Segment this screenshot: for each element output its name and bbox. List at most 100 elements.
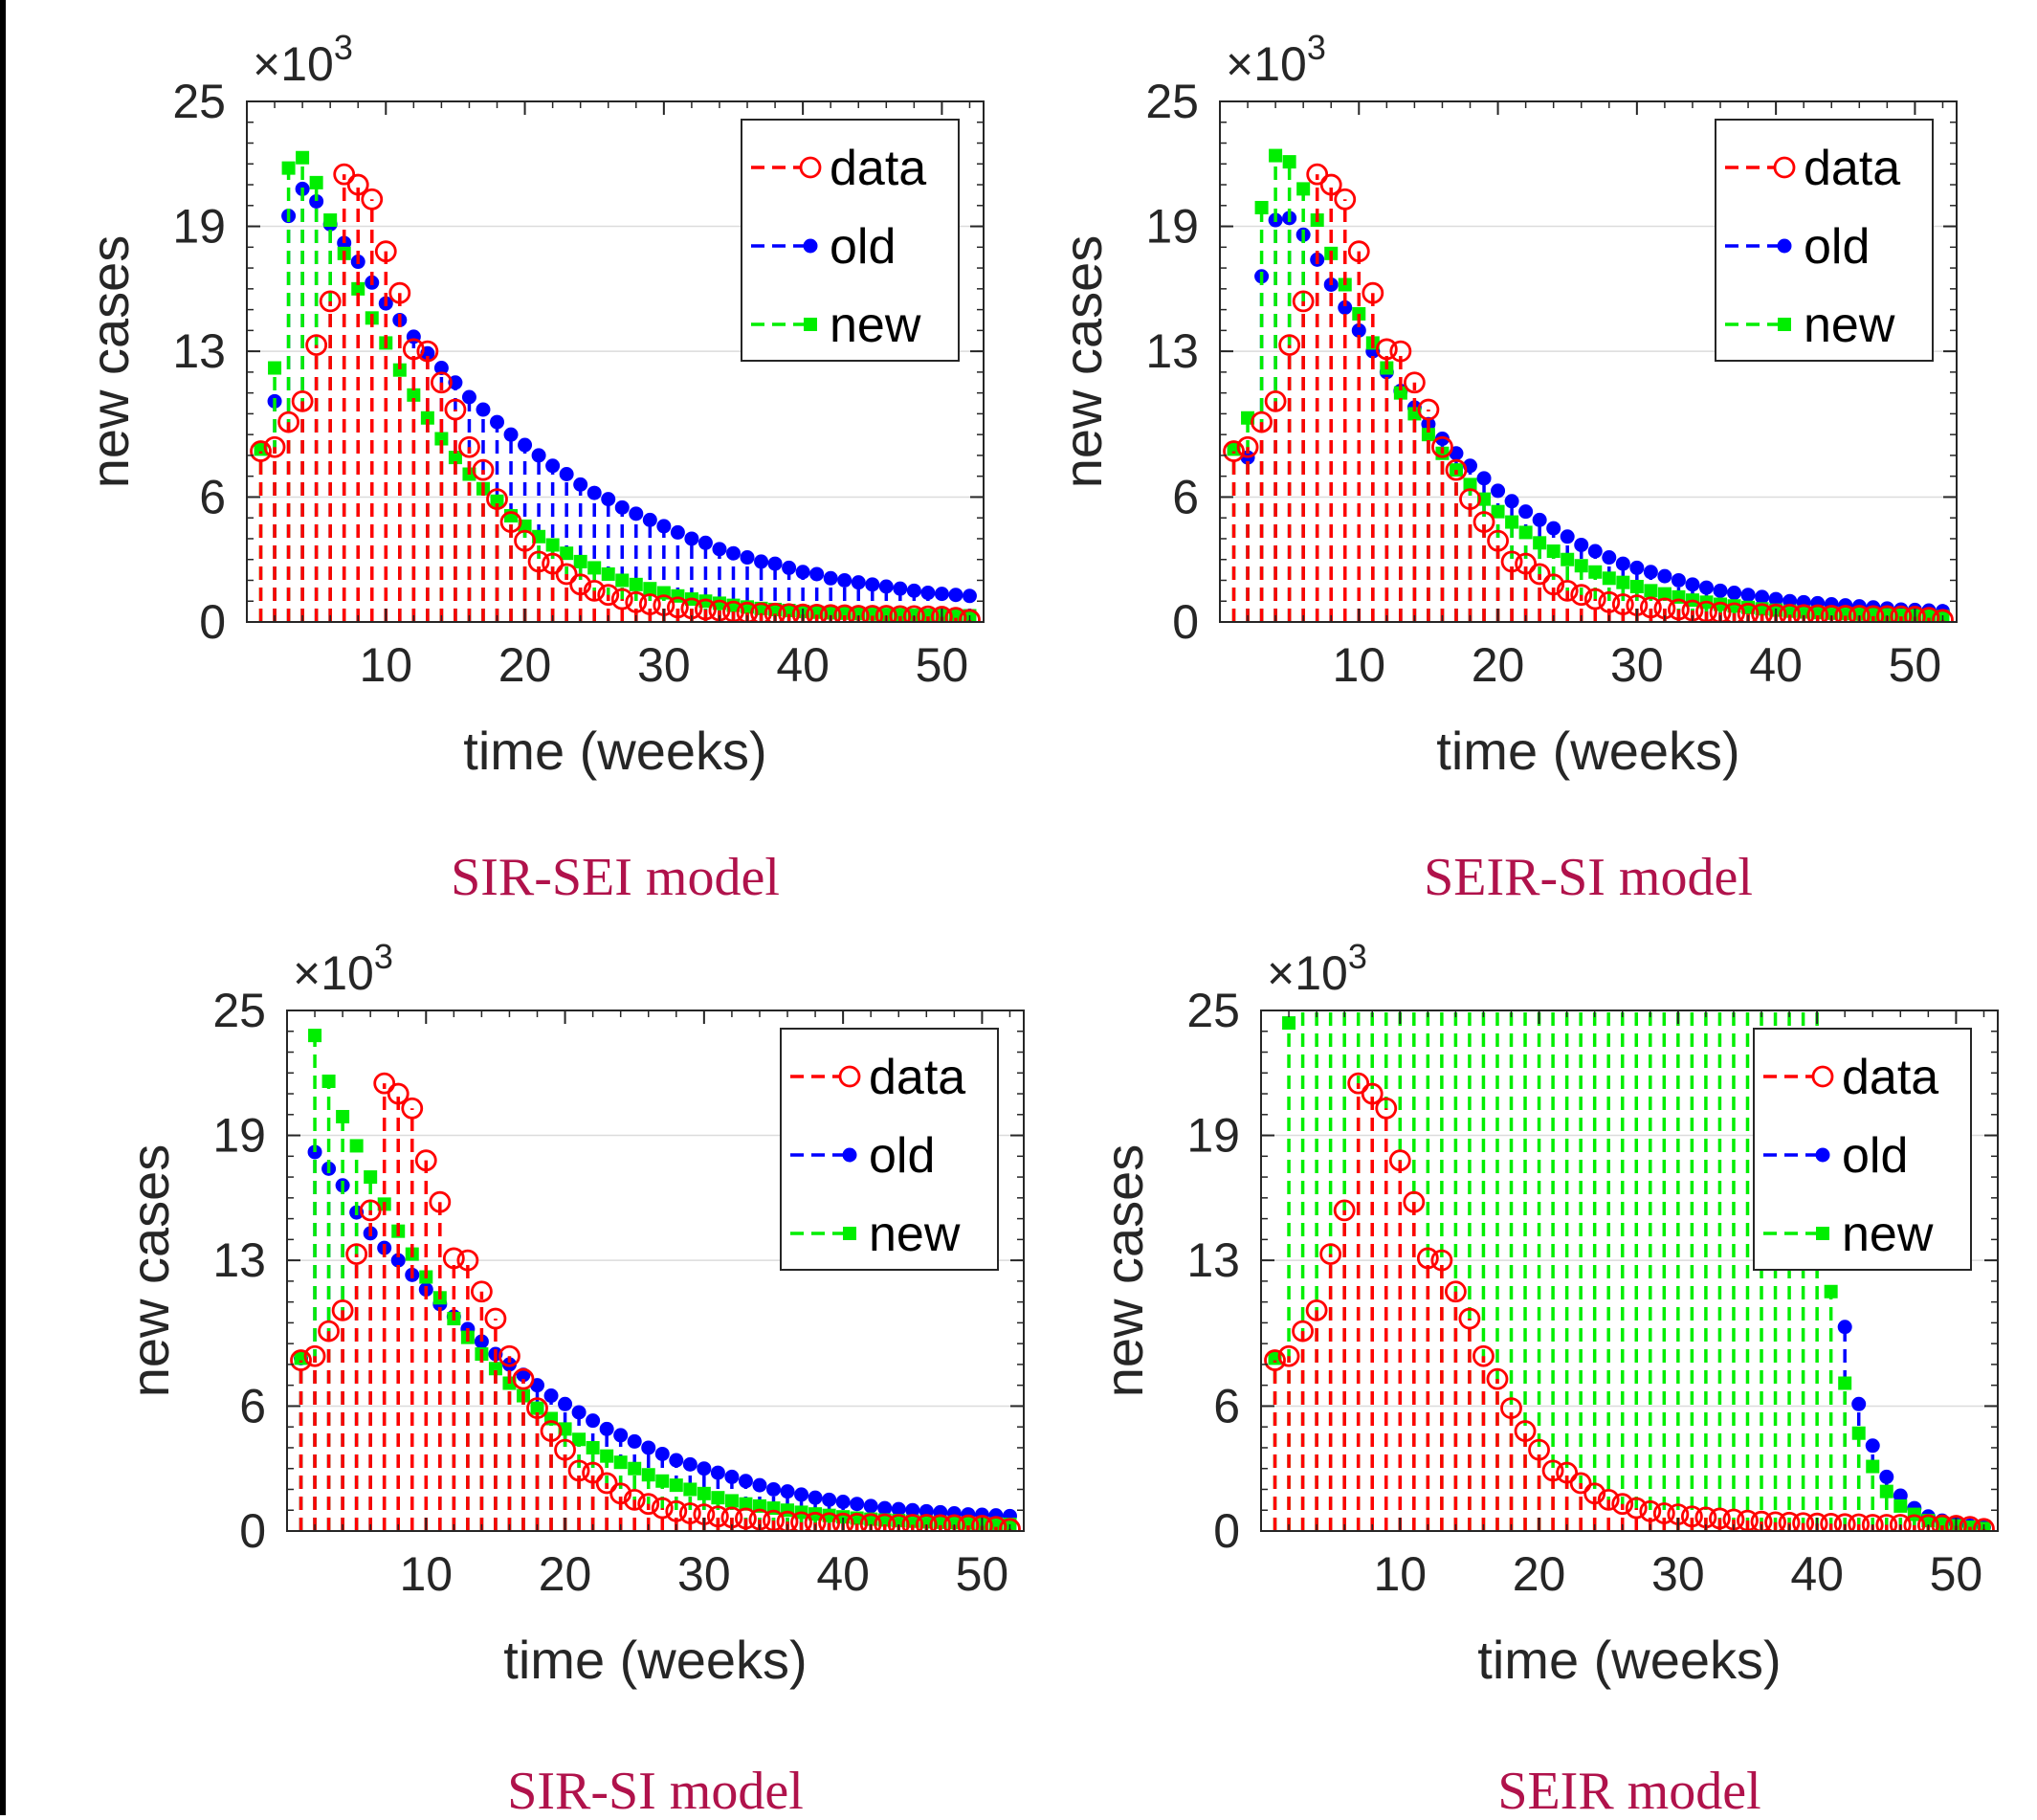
marker-old-point	[697, 1461, 712, 1476]
marker-old-point	[934, 587, 949, 602]
marker-data-point	[901, 1514, 924, 1531]
marker-data-point	[917, 605, 940, 622]
marker-old-point	[962, 588, 977, 604]
y-tick-label: 25	[212, 984, 266, 1037]
marker-data-point	[319, 290, 342, 313]
marker-old-point	[1587, 544, 1603, 559]
marker-new-point	[1491, 504, 1505, 519]
marker-data-point	[1472, 511, 1495, 533]
y-tick-label: 13	[212, 1233, 266, 1287]
marker-data-point	[750, 602, 772, 622]
x-axis-label: time (weeks)	[1436, 721, 1739, 781]
marker-old-point	[1740, 588, 1756, 603]
marker-data-point	[456, 1249, 479, 1272]
series-data	[250, 163, 981, 622]
marker-old-point	[558, 1396, 573, 1411]
marker-old-point	[1602, 550, 1617, 566]
marker-old-point	[669, 1453, 684, 1468]
marker-old-point	[1713, 583, 1728, 598]
marker-new-point	[697, 1486, 711, 1500]
marker-new-point	[586, 1440, 600, 1454]
y-tick-label: 6	[1172, 470, 1199, 523]
marker-data-point	[1848, 605, 1871, 622]
marker-new-point	[1533, 536, 1547, 550]
x-tick-label: 20	[1472, 638, 1525, 692]
marker-data-point	[1403, 371, 1426, 394]
marker-data-point	[359, 1199, 382, 1222]
marker-new-point	[712, 596, 726, 610]
marker-new-point	[545, 538, 560, 552]
marker-old-point	[1851, 1396, 1867, 1411]
marker-data-point	[1334, 188, 1357, 211]
marker-data-point	[1764, 1511, 1786, 1531]
marker-data-point	[1569, 1472, 1592, 1495]
marker-old-point	[1893, 1488, 1908, 1503]
marker-old-point	[794, 1487, 809, 1502]
marker-data-point	[1848, 1513, 1871, 1531]
panel-caption: SEIR-SI model	[1424, 848, 1753, 907]
marker-data-point	[1514, 1420, 1537, 1442]
marker-new-point	[1616, 575, 1630, 589]
marker-data-point	[637, 1493, 660, 1516]
x-tick-label: 40	[1790, 1547, 1844, 1601]
marker-old-point	[684, 531, 699, 546]
marker-data-point	[931, 606, 953, 622]
axes-box	[1219, 100, 1958, 623]
legend-box	[741, 119, 960, 362]
x-tick-label: 10	[1332, 638, 1385, 692]
legend-marker-old	[1777, 238, 1792, 254]
marker-old-point	[738, 1474, 753, 1489]
marker-old-point	[906, 583, 921, 598]
marker-old-point	[1698, 580, 1714, 595]
marker-new-point	[1962, 1520, 1977, 1531]
marker-data-point	[1945, 1515, 1967, 1531]
chart-panel-3: 10 20 30 40 50 0 6 13 19 25 ×103 new cases time (wee…	[120, 937, 1025, 1820]
marker-data-point	[1751, 603, 1774, 622]
marker-data-point	[1431, 435, 1453, 458]
marker-new-point	[349, 1139, 364, 1153]
marker-data-point	[554, 1438, 576, 1461]
left-border-bar	[0, 0, 6, 1815]
marker-data-point	[567, 1459, 590, 1482]
marker-data-point	[1445, 458, 1468, 481]
marker-data-point	[597, 584, 620, 607]
marker-old-point	[808, 1490, 823, 1505]
marker-new-point	[1574, 559, 1588, 573]
legend-marker-old	[1815, 1147, 1830, 1163]
marker-data-point	[1444, 1280, 1467, 1303]
marker-data-point	[1764, 603, 1787, 622]
marker-data-point	[512, 1367, 535, 1390]
marker-data-point	[736, 601, 759, 622]
marker-data-point	[499, 511, 522, 533]
axes-box	[1260, 1010, 1999, 1532]
plot-area	[290, 1029, 1021, 1531]
marker-data-point	[1500, 1397, 1522, 1420]
marker-data-point	[1932, 609, 1954, 622]
marker-data-point	[985, 1516, 1007, 1531]
marker-data-point	[1750, 1510, 1773, 1531]
marker-data-point	[401, 1097, 424, 1120]
marker-old-point	[1504, 494, 1519, 509]
marker-new-point	[392, 363, 407, 377]
marker-data-point	[776, 1510, 799, 1531]
marker-old-point	[724, 1469, 740, 1484]
legend-label-old: old	[869, 1128, 935, 1184]
marker-data-point	[486, 488, 508, 511]
y-tick-label: 25	[1186, 984, 1240, 1037]
marker-old-point	[586, 1413, 601, 1429]
marker-data-point	[1737, 602, 1760, 622]
marker-data-point	[1833, 1513, 1856, 1531]
plot-area	[250, 150, 981, 622]
marker-data-point	[791, 603, 814, 622]
marker-old-point	[905, 1502, 920, 1518]
marker-data-point	[416, 340, 439, 363]
marker-new-point	[1282, 155, 1296, 169]
marker-data-point	[831, 1512, 854, 1531]
marker-data-point	[305, 334, 328, 356]
multiplier-base: ×10	[293, 946, 374, 1000]
x-axis-label: time (weeks)	[503, 1630, 807, 1690]
marker-data-point	[569, 573, 592, 596]
marker-old-point	[865, 577, 880, 592]
marker-data-point	[819, 604, 842, 622]
